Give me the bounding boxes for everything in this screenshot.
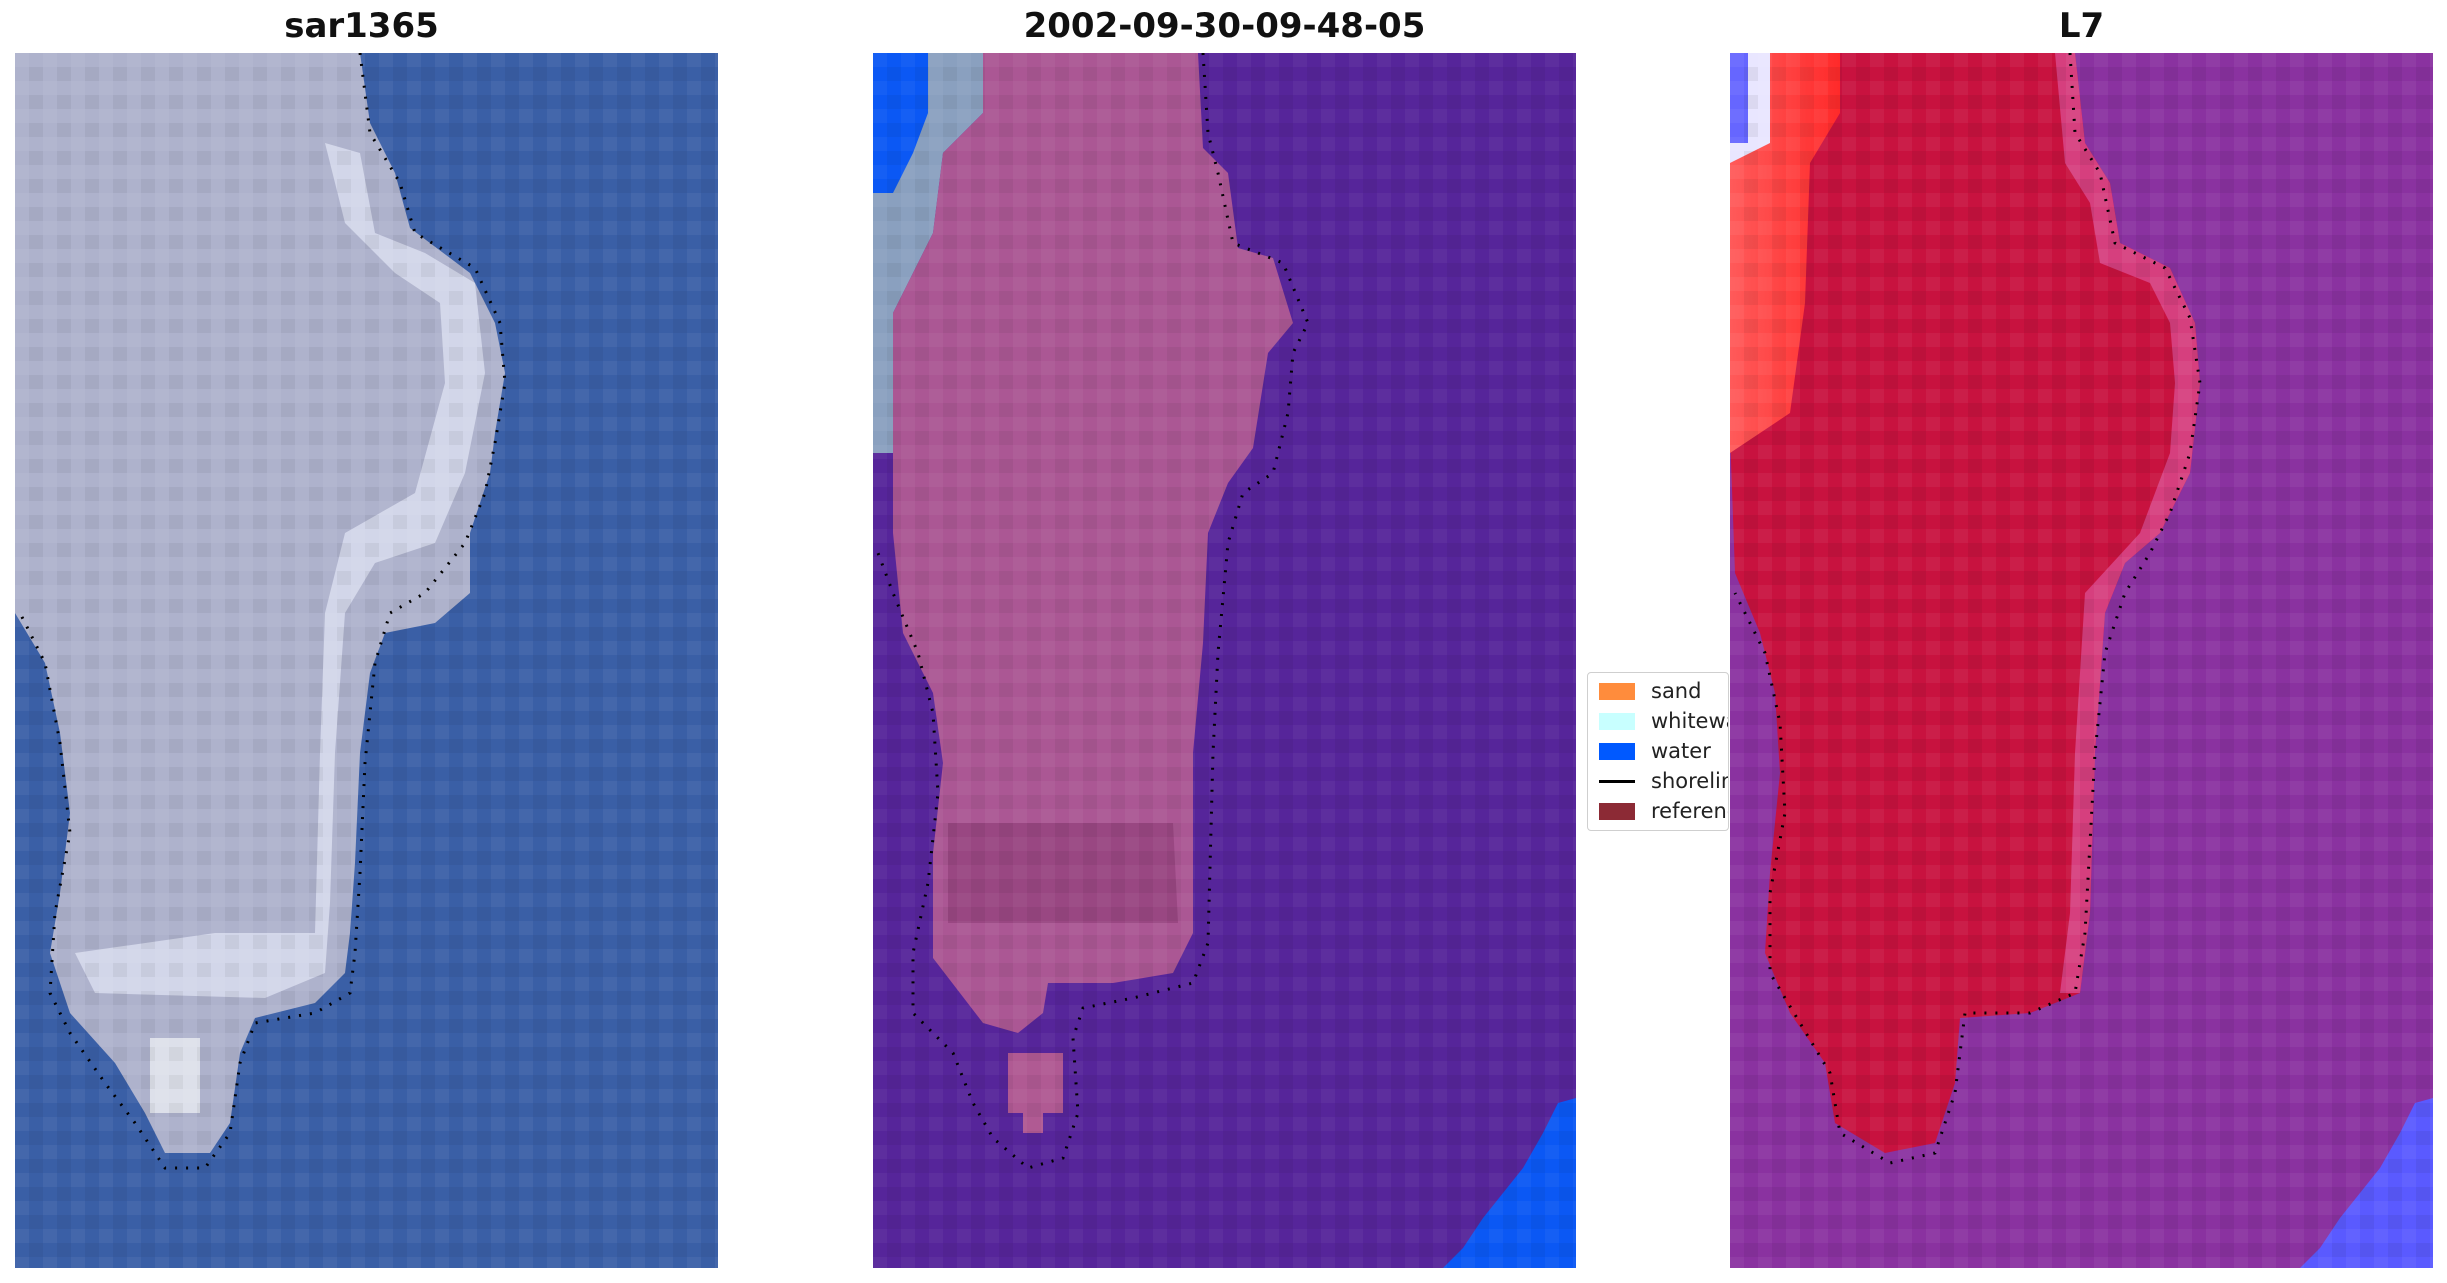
shoreline	[18, 53, 507, 1170]
water-swatch	[1599, 742, 1635, 760]
legend-label: water	[1651, 739, 1711, 763]
index-panel	[1730, 53, 2433, 1268]
index-image	[1730, 53, 2433, 1268]
shoreline	[1733, 53, 2202, 1165]
legend-label: reference	[1651, 799, 1728, 823]
shoreline	[876, 53, 1310, 1170]
shoreline-line	[1599, 779, 1635, 783]
reference-swatch	[1599, 802, 1635, 820]
legend-label: whitewater	[1651, 709, 1728, 733]
legend-item-sand: sand	[1588, 677, 1701, 705]
legend-label: sand	[1651, 679, 1702, 703]
legend-item-whitewater: whitewater	[1588, 707, 1728, 735]
whitewater-swatch	[1599, 712, 1635, 730]
legend-item-reference: reference	[1588, 797, 1728, 825]
panel-title-2: 2002-09-30-09-48-05	[1023, 6, 1426, 46]
classification-panel	[873, 53, 1576, 1268]
legend-item-water: water	[1588, 737, 1711, 765]
legend-item-shoreline: shoreline	[1588, 767, 1728, 795]
sand-swatch	[1599, 682, 1635, 700]
legend: sand whitewater water shoreline referenc…	[1587, 672, 1729, 831]
rgb-image-panel	[15, 53, 718, 1268]
legend-label: shoreline	[1651, 769, 1728, 793]
panel-title-3: L7	[2058, 6, 2105, 46]
panel-title-1: sar1365	[284, 6, 439, 46]
rgb-image	[15, 53, 718, 1268]
classification-image	[873, 53, 1576, 1268]
